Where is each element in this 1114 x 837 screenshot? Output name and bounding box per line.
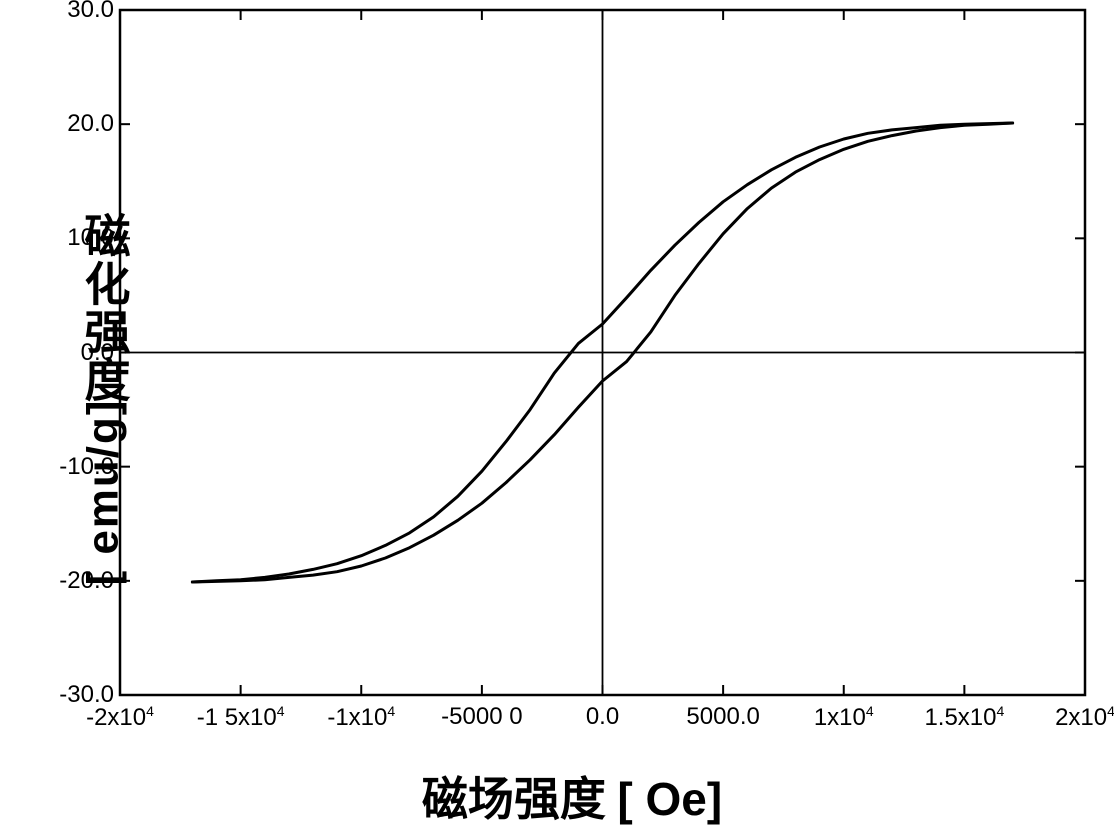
x-axis-unit: [ Oe] [617,773,722,825]
x-tick-label: 1.5x104 [924,703,1004,732]
x-tick-label: -1 5x104 [197,703,285,732]
y-tick-label: -20.0 [59,567,114,595]
y-tick-label: -10.0 [59,453,114,481]
x-tick-label: -5000 0 [441,703,522,731]
x-tick-label: 5000.0 [686,703,759,731]
x-tick-label: 1x104 [814,703,874,732]
y-axis-unit: [ emu/g] [79,398,129,585]
y-tick-label: 20.0 [67,110,114,138]
y-tick-label: 30.0 [67,0,114,24]
y-axis-label: 磁化强度 [ emu/g] [10,212,197,557]
x-axis-label-text: 磁场强度 [422,774,606,825]
x-tick-label: 0.0 [586,703,619,731]
y-tick-label: 0.0 [81,339,114,367]
y-tick-label: -30.0 [59,681,114,709]
x-axis-label: 磁场强度 [ Oe] [422,763,722,829]
x-tick-label: -1x104 [327,703,395,732]
x-tick-label: 2x104 [1055,703,1114,732]
y-tick-label: 10.0 [67,224,114,252]
hysteresis-chart: 磁化强度 [ emu/g] 磁场强度 [ Oe] -2x104-1 5x104-… [0,0,1114,837]
